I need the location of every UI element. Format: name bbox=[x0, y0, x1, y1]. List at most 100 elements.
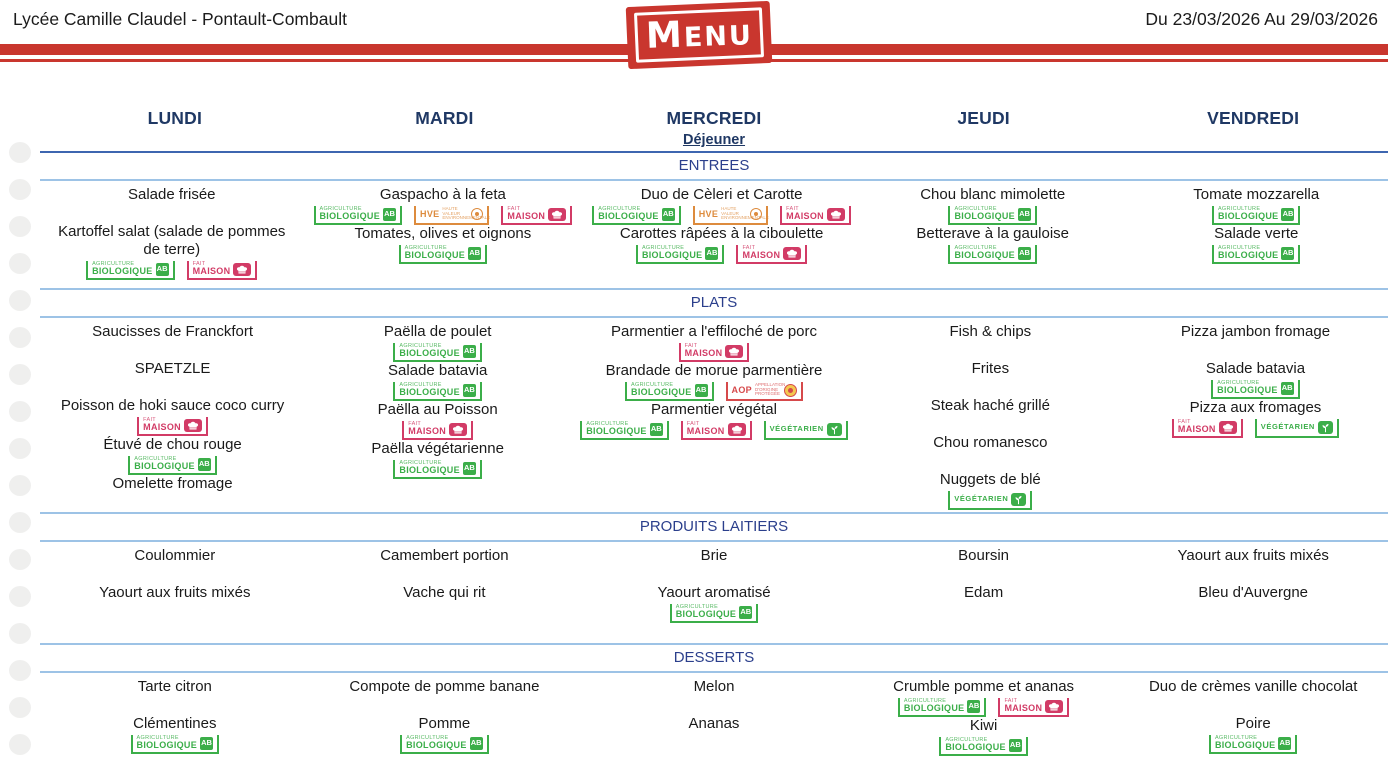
badge-label-main: BIOLOGIQUE bbox=[675, 609, 737, 620]
day-header-mardi: MARDI bbox=[415, 108, 474, 128]
badge-text: AOP bbox=[732, 385, 752, 395]
badge-row: AGRICULTURE BIOLOGIQUE AB bbox=[315, 343, 560, 362]
chef-hat-icon bbox=[783, 246, 802, 260]
menu-item: Compote de pomme banane bbox=[320, 678, 570, 715]
badge-row: AGRICULTURE BIOLOGIQUE AB bbox=[315, 382, 560, 401]
badge-hve: HVE HAUTE VALEUR ENVIRONNEMENTALE bbox=[414, 206, 490, 225]
badge-label-small: AGRICULTURE bbox=[134, 455, 177, 462]
chef-hat-icon bbox=[727, 422, 746, 436]
ab-logo-icon: AB bbox=[661, 207, 675, 221]
badge-label-small: AGRICULTURE bbox=[1217, 379, 1260, 386]
badge-label-fineprint: APPELLATION D'ORIGINE PROTÉGÉE bbox=[754, 381, 786, 397]
chef-hat-icon bbox=[1045, 699, 1064, 713]
ab-logo-icon: AB bbox=[1280, 381, 1294, 395]
badge-bio: AGRICULTURE BIOLOGIQUE AB bbox=[939, 737, 1028, 756]
day-header-vendredi: VENDREDI bbox=[1207, 108, 1300, 128]
menu-item-name: Frites bbox=[971, 360, 1010, 377]
binder-dots bbox=[9, 142, 31, 755]
badge-label-main: BIOLOGIQUE bbox=[1217, 211, 1279, 222]
menu-item-name: Pizza jambon fromage bbox=[1180, 323, 1331, 340]
badge-text: AGRICULTURE BIOLOGIQUE bbox=[399, 381, 460, 398]
badge-text: HVE bbox=[420, 209, 439, 219]
ab-logo-icon: AB bbox=[739, 605, 753, 619]
badge-label-small: AGRICULTURE bbox=[399, 381, 442, 388]
menu-item: Frites bbox=[868, 360, 1113, 397]
badge-text: AGRICULTURE BIOLOGIQUE bbox=[1217, 245, 1279, 261]
menu-item: Nuggets de blé VÉGÉTARIEN bbox=[868, 471, 1113, 510]
menu-item-name: SPAETZLE bbox=[134, 360, 211, 377]
menu-item-name: Edam bbox=[964, 584, 1004, 601]
plats-mercredi-cell: Parmentier a l'effiloché de porc FAIT MAIS… bbox=[570, 323, 858, 512]
menu-item-name: Clémentines bbox=[133, 715, 217, 732]
ab-logo-letters: AB bbox=[650, 424, 662, 434]
badge-label-small: FAIT bbox=[786, 205, 799, 212]
ab-logo-letters: AB bbox=[695, 385, 707, 395]
badge-row: FAIT MAISON bbox=[580, 343, 848, 362]
badge-label-small: AGRICULTURE bbox=[954, 244, 997, 251]
badge-row: AGRICULTURE BIOLOGIQUE AB FAIT MAISON bbox=[859, 698, 1109, 717]
badge-text: AGRICULTURE BIOLOGIQUE bbox=[954, 244, 1015, 261]
badge-text: AGRICULTURE BIOLOGIQUE bbox=[92, 261, 153, 277]
badge-row: AGRICULTURE BIOLOGIQUE AB FAIT MAISON bbox=[50, 261, 294, 280]
badge-row: AGRICULTURE BIOLOGIQUE AB HVE HAUTE VALEUR E… bbox=[592, 206, 851, 225]
badge-label-small: AGRICULTURE bbox=[954, 205, 997, 212]
badge-label-main: BIOLOGIQUE bbox=[134, 461, 195, 472]
decorative-dot bbox=[9, 586, 31, 607]
desserts-mardi-cell: Compote de pomme banane Pomme AGRICULTURE B… bbox=[310, 678, 580, 762]
badge-row: AGRICULTURE BIOLOGIQUE AB bbox=[1134, 206, 1378, 225]
decorative-dot bbox=[9, 253, 31, 274]
ab-logo-icon: AB bbox=[1278, 736, 1292, 750]
ab-logo-icon: AB bbox=[1017, 207, 1031, 221]
menu-item-name: Paëlla de poulet bbox=[383, 323, 492, 340]
school-name: Lycée Camille Claudel - Pontault-Combaul… bbox=[13, 9, 347, 29]
section-laitiers: PRODUITS LAITIERS Coulommier Yaourt aux fr… bbox=[40, 512, 1388, 643]
ab-logo-letters: AB bbox=[1019, 209, 1030, 219]
badge-label-small: AGRICULTURE bbox=[586, 420, 629, 427]
badge-vegetarien: VÉGÉTARIEN bbox=[948, 491, 1033, 510]
menu-item: SPAETZLE bbox=[50, 360, 295, 397]
badge-label-small: AGRICULTURE bbox=[406, 734, 449, 741]
badge-bio: AGRICULTURE BIOLOGIQUE AB bbox=[130, 735, 220, 754]
badge-aop: AOP APPELLATION D'ORIGINE PROTÉGÉE bbox=[725, 381, 803, 401]
ab-logo-icon: AB bbox=[155, 262, 169, 276]
ab-logo-letters: AB bbox=[464, 346, 475, 356]
badge-row: AGRICULTURE BIOLOGIQUE AB AOP APPELLATION D'… bbox=[580, 382, 848, 401]
badge-bio: AGRICULTURE BIOLOGIQUE AB bbox=[625, 382, 714, 401]
badge-label-small: AGRICULTURE bbox=[404, 244, 447, 251]
chef-hat-icon bbox=[826, 207, 845, 221]
section-grid-desserts: Tarte citron Clémentines AGRICULTURE BIOLOG… bbox=[40, 673, 1388, 762]
badge-label-small: AGRICULTURE bbox=[945, 736, 988, 743]
menu-item-name: Gaspacho à la feta bbox=[379, 186, 506, 203]
badge-label-fineprint: HAUTE VALEUR ENVIRONNEMENTALE bbox=[721, 205, 769, 221]
ab-logo-letters: AB bbox=[968, 701, 980, 711]
menu-item-name: Salade batavia bbox=[1205, 360, 1306, 377]
menu-table: LUNDI MARDI MERCREDI JEUDI VENDREDI Déjeuner… bbox=[40, 108, 1388, 762]
badge-label-main: BIOLOGIQUE bbox=[586, 426, 647, 437]
divider bbox=[40, 540, 1388, 542]
menu-item: Kiwi AGRICULTURE BIOLOGIQUE AB bbox=[859, 717, 1109, 756]
badge-row: AGRICULTURE BIOLOGIQUE AB bbox=[589, 604, 839, 623]
menu-item-name: Coulommier bbox=[134, 547, 216, 564]
badge-text: FAIT MAISON bbox=[193, 261, 231, 277]
divider bbox=[40, 643, 1388, 645]
badge-label-main: BIOLOGIQUE bbox=[1217, 250, 1279, 261]
badge-label-main: BIOLOGIQUE bbox=[954, 211, 1015, 222]
decorative-dot bbox=[9, 290, 31, 311]
menu-item-name: Paëlla végétarienne bbox=[371, 440, 504, 457]
menu-item: Vache qui rit bbox=[320, 584, 570, 621]
badge-label-main: BIOLOGIQUE bbox=[903, 703, 965, 714]
laitiers-mardi-cell: Camembert portion Vache qui rit bbox=[310, 547, 580, 643]
badge-label-small: AGRICULTURE bbox=[641, 244, 685, 251]
chef-hat-icon bbox=[548, 207, 567, 221]
badge-text: FAIT MAISON bbox=[742, 245, 780, 261]
menu-item-name: Yaourt aux fruits mixés bbox=[1177, 547, 1329, 564]
menu-item-name: Parmentier a l'effiloché de porc bbox=[610, 323, 818, 340]
menu-item-name: Salade verte bbox=[1214, 225, 1299, 242]
menu-item: Boursin bbox=[859, 547, 1109, 584]
badge-label-main: MAISON bbox=[507, 211, 546, 222]
menu-item-name: Duo de crèmes vanille chocolat bbox=[1148, 678, 1358, 695]
menu-item: Yaourt aux fruits mixés bbox=[1128, 547, 1378, 584]
menu-item: Camembert portion bbox=[320, 547, 570, 584]
ab-logo-icon: AB bbox=[967, 699, 981, 713]
badge-bio: AGRICULTURE BIOLOGIQUE AB bbox=[86, 261, 175, 280]
